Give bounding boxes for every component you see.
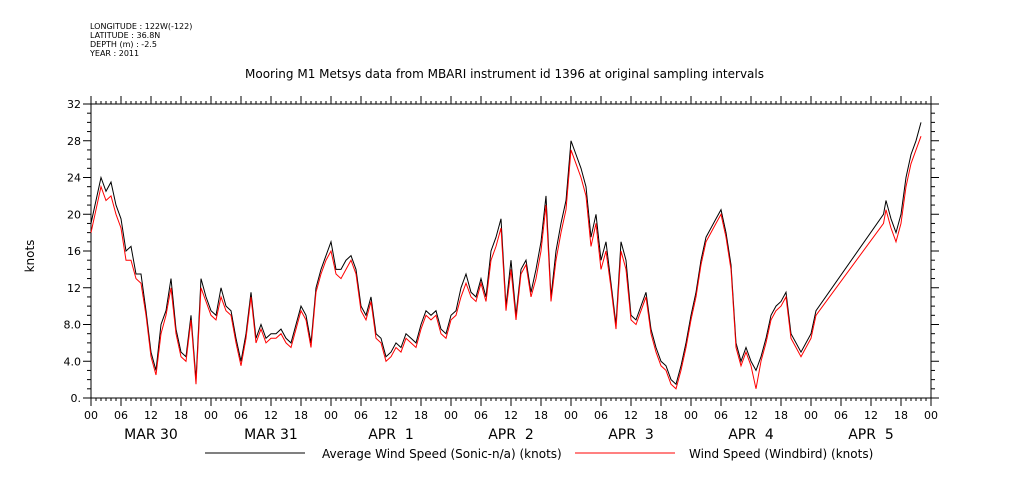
x-tick-label: 06 bbox=[114, 409, 128, 422]
series-line-windbird bbox=[90, 136, 922, 390]
x-tick-label: 18 bbox=[774, 409, 788, 422]
x-tick-label: 00 bbox=[684, 409, 698, 422]
x-tick-label: 18 bbox=[414, 409, 428, 422]
y-tick-label: 12 bbox=[67, 282, 81, 295]
x-tick-label: 18 bbox=[294, 409, 308, 422]
x-tick-label: 12 bbox=[384, 409, 398, 422]
x-tick-label: 12 bbox=[504, 409, 518, 422]
y-tick-label: 28 bbox=[67, 135, 81, 148]
x-tick-label: 12 bbox=[144, 409, 158, 422]
day-label: APR 4 bbox=[728, 427, 774, 443]
day-label: APR 2 bbox=[488, 427, 534, 443]
x-tick-label: 12 bbox=[744, 409, 758, 422]
axis-layer: 0. 4.0 8.0 12 16 20 24 28 32 00 06 12 18 00 06 12 18 00 06… bbox=[64, 96, 939, 443]
legend-label-average: Average Wind Speed (Sonic-n/a) (knots) bbox=[322, 447, 562, 461]
x-tick-label: 06 bbox=[714, 409, 728, 422]
x-tick-label: 00 bbox=[564, 409, 578, 422]
x-tick-label: 00 bbox=[924, 409, 938, 422]
y-tick-label: 8.0 bbox=[64, 319, 82, 332]
longitude-label: LONGITUDE : 122W(-122) bbox=[90, 22, 193, 31]
chart-title: Mooring M1 Metsys data from MBARI instru… bbox=[245, 67, 764, 81]
x-tick-label: 18 bbox=[894, 409, 908, 422]
legend-label-windbird: Wind Speed (Windbird) (knots) bbox=[689, 447, 874, 461]
x-tick-label: 06 bbox=[594, 409, 608, 422]
plot-frame bbox=[90, 103, 932, 399]
x-tick-label: 12 bbox=[264, 409, 278, 422]
x-tick-label: 00 bbox=[84, 409, 98, 422]
y-tick-label: 4.0 bbox=[64, 355, 82, 368]
latitude-label: LATITUDE : 36.8N bbox=[90, 31, 161, 40]
y-tick-label: 24 bbox=[67, 172, 81, 185]
y-tick-label: 0. bbox=[71, 392, 82, 405]
x-tick-label: 18 bbox=[174, 409, 188, 422]
series-layer bbox=[90, 122, 922, 390]
x-tick-label: 00 bbox=[204, 409, 218, 422]
x-tick-label: 12 bbox=[624, 409, 638, 422]
x-tick-label: 00 bbox=[804, 409, 818, 422]
day-label: APR 5 bbox=[848, 427, 894, 443]
x-tick-label: 00 bbox=[444, 409, 458, 422]
depth-label: DEPTH (m) : -2.5 bbox=[90, 40, 157, 49]
x-tick-label: 06 bbox=[474, 409, 488, 422]
year-label: YEAR : 2011 bbox=[90, 49, 140, 58]
y-tick-label: 20 bbox=[67, 208, 81, 221]
x-tick-label: 12 bbox=[864, 409, 878, 422]
series-line-average bbox=[90, 122, 922, 386]
x-tick-label: 06 bbox=[354, 409, 368, 422]
y-tick-label: 16 bbox=[67, 245, 81, 258]
day-label: MAR 31 bbox=[244, 427, 298, 443]
day-label: MAR 30 bbox=[124, 427, 178, 443]
day-label: APR 3 bbox=[608, 427, 654, 443]
x-tick-label: 06 bbox=[834, 409, 848, 422]
x-tick-label: 18 bbox=[534, 409, 548, 422]
x-tick-label: 06 bbox=[234, 409, 248, 422]
x-tick-label: 18 bbox=[654, 409, 668, 422]
x-tick-label: 00 bbox=[324, 409, 338, 422]
day-label: APR 1 bbox=[368, 427, 414, 443]
y-tick-label: 32 bbox=[67, 98, 81, 111]
